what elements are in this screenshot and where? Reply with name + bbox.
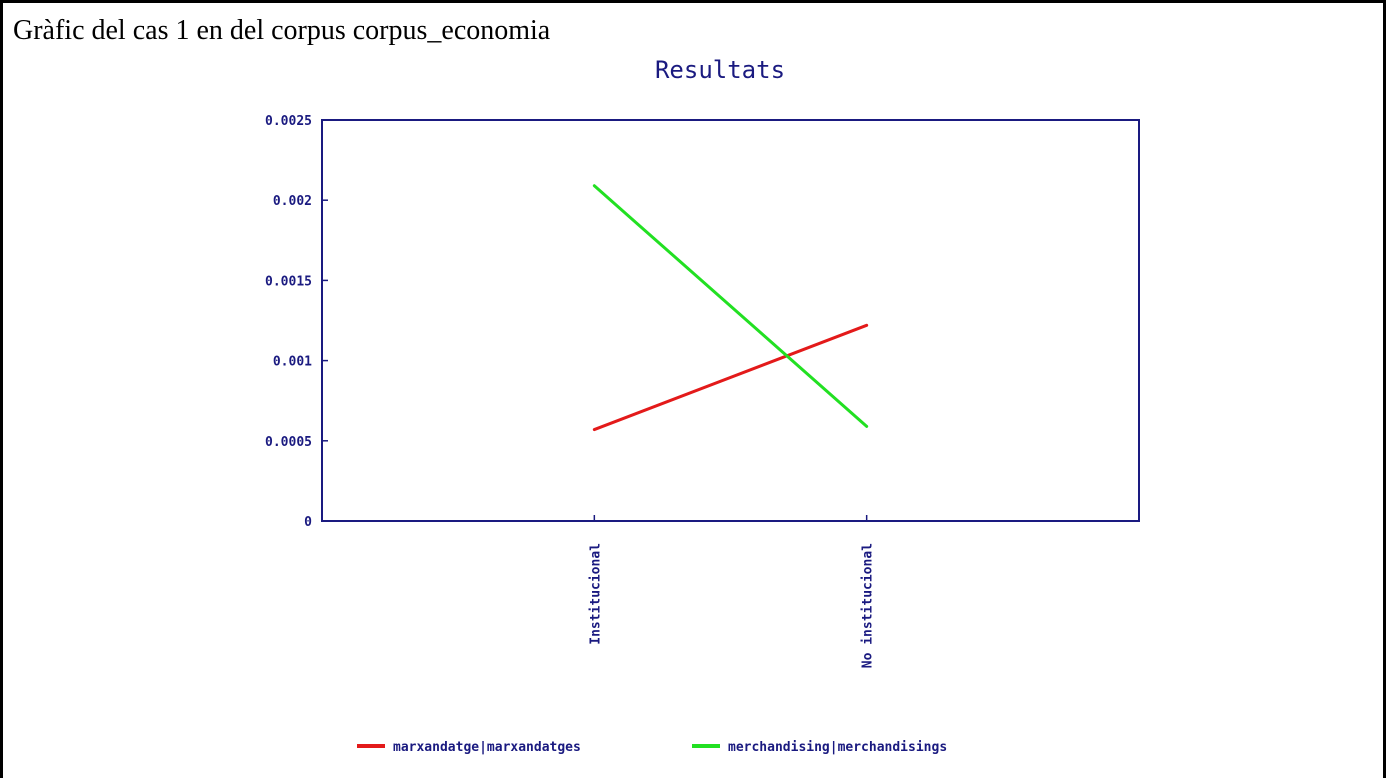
y-axis: 0 0.0005 0.001 0.0015 0.002 0.0025	[265, 114, 328, 530]
y-tick-label: 0	[304, 515, 312, 530]
legend-label: marxandatge|marxandatges	[393, 740, 581, 755]
y-tick-label: 0.0025	[265, 114, 312, 129]
series-line	[592, 184, 869, 428]
plot-area	[321, 119, 1140, 522]
y-tick-label: 0.002	[273, 194, 312, 209]
x-axis: Institucional No institucional	[588, 515, 1140, 668]
y-tick-label: 0.001	[273, 355, 312, 370]
y-tick-label: 0.0015	[265, 274, 312, 289]
series-line	[592, 323, 869, 432]
legend-label: merchandising|merchandisings	[728, 740, 947, 755]
chart-title: Resultats	[655, 56, 785, 84]
x-tick-label: Institucional	[588, 543, 603, 645]
y-tick-label: 0.0005	[265, 435, 312, 450]
x-tick-label: No institucional	[861, 543, 876, 668]
legend: marxandatge|marxandatges merchandising|me…	[357, 740, 947, 755]
series-layer	[592, 184, 869, 432]
page-heading: Gràfic del cas 1 en del corpus corpus_ec…	[13, 15, 551, 46]
